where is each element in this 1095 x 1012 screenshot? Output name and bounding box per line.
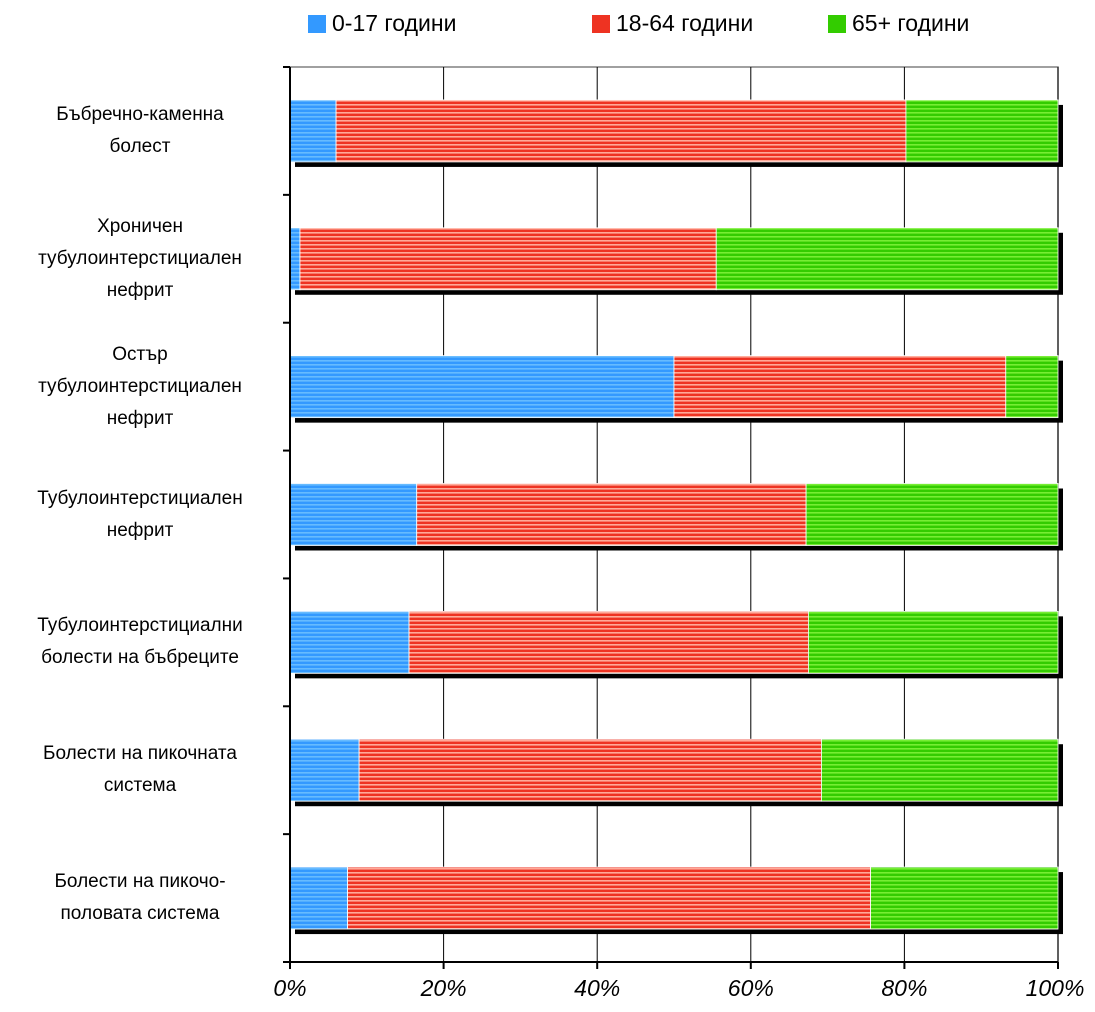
legend-item-65plus: 65+ години <box>828 10 969 37</box>
bar-segment <box>905 99 1059 163</box>
category-label-line: половата система <box>60 903 220 925</box>
category-label-line: болест <box>109 135 171 157</box>
x-tick-label: 40% <box>574 975 621 1001</box>
legend-label-65plus: 65+ години <box>852 10 970 36</box>
x-tick-label: 80% <box>881 975 928 1001</box>
bar-segment <box>289 610 410 674</box>
bar-group <box>289 866 1063 935</box>
axes <box>283 66 1059 969</box>
bar-segment <box>358 738 822 802</box>
legend-item-18-64: 18-64 години <box>592 10 753 37</box>
category-label-line: Болести на пикочо- <box>54 871 226 893</box>
category-label: Болести на пикочо-половата система <box>0 866 280 930</box>
legend-label-0-17: 0-17 години <box>332 10 457 36</box>
category-label-line: Остър <box>112 343 168 365</box>
category-label-line: Тубулоинтерстициален <box>37 487 243 509</box>
category-label-line: Тубулоинтерстициални <box>37 615 243 637</box>
bar-group <box>289 99 1063 167</box>
bar-segment <box>1005 355 1059 419</box>
bar-segment <box>870 866 1059 930</box>
category-label: Тубулоинтерстициални болести на бъбреците <box>0 610 280 674</box>
bar-segment <box>335 99 907 163</box>
bar-segment <box>289 866 348 930</box>
bar-group <box>289 227 1063 295</box>
category-label: Тубулоинтерстициален нефрит <box>0 483 280 547</box>
bar-segment <box>808 610 1059 674</box>
legend-swatch-18-64 <box>592 14 610 33</box>
bar-group <box>289 610 1063 679</box>
category-label: Остър тубулоинтерстициален нефрит <box>0 339 280 435</box>
bar-groups <box>289 99 1063 935</box>
bar-segment <box>416 483 807 546</box>
x-tick-label: 100% <box>1025 975 1085 1001</box>
bar-group <box>289 738 1063 807</box>
bar-segment <box>289 99 337 163</box>
legend: 0-17 години 18-64 години 65+ години <box>0 10 1095 40</box>
category-label-line: Болести на пикочната <box>43 743 237 765</box>
category-label-line: тубулоинтерстициален <box>38 375 242 397</box>
legend-label-18-64: 18-64 години <box>616 10 754 36</box>
bar-segment <box>347 866 872 930</box>
category-label-line: Бъбречно-каменна <box>56 103 224 125</box>
category-label-line: нефрит <box>106 407 174 429</box>
category-label: Хроничен тубулоинтерстициален нефрит <box>0 211 280 307</box>
bar-group <box>289 483 1063 551</box>
bar-segment <box>289 227 301 291</box>
category-label-line: нефрит <box>106 279 174 301</box>
legend-swatch-65plus <box>828 14 846 33</box>
bar-segment <box>289 355 675 419</box>
bar-segment <box>821 738 1059 802</box>
category-label-line: тубулоинтерстициален <box>38 247 242 269</box>
category-label: Бъбречно-каменна болест <box>0 99 280 163</box>
bar-segment <box>408 610 809 674</box>
category-label-line: Хроничен <box>97 215 183 237</box>
bar-segment <box>805 483 1059 546</box>
legend-item-0-17: 0-17 години <box>308 10 456 37</box>
legend-swatch-0-17 <box>308 14 326 33</box>
category-label-line: нефрит <box>106 519 174 541</box>
category-label: Болести на пикочната система <box>0 738 280 802</box>
category-label-line: болести на бъбреците <box>41 647 239 669</box>
x-tick-label: 60% <box>727 975 774 1001</box>
bar-segment <box>289 483 418 546</box>
bar-segment <box>289 738 360 802</box>
bar-segment <box>299 227 717 291</box>
category-label-line: система <box>103 775 177 797</box>
bar-group <box>289 355 1063 423</box>
x-tick-label: 0% <box>273 975 307 1001</box>
bar-segment <box>673 355 1007 419</box>
bar-segment <box>715 227 1059 291</box>
x-tick-label: 20% <box>420 975 467 1001</box>
